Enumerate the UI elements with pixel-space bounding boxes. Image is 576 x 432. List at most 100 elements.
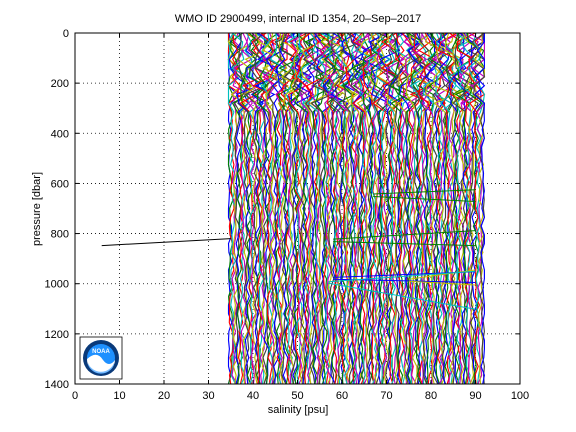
profile-line (386, 32, 408, 385)
profile-line (311, 32, 331, 385)
profile-line (453, 32, 473, 385)
profile-line (272, 32, 295, 385)
profile-line (314, 32, 335, 385)
x-tick-label: 30 (202, 390, 214, 402)
profile-line (470, 32, 485, 385)
profile-line (442, 32, 454, 385)
profile-line (468, 32, 486, 385)
profile-line (366, 32, 386, 385)
profile-line (287, 32, 303, 385)
profile-line (434, 32, 449, 385)
profile-line (389, 32, 409, 385)
profile-line (341, 32, 362, 385)
y-tick-label: 600 (51, 178, 69, 190)
profile-line (356, 32, 380, 385)
profile-line (227, 32, 246, 385)
outlier-line (101, 238, 231, 247)
x-axis-label: salinity [psu] (268, 404, 329, 416)
profile-line (466, 32, 486, 385)
outlier-line (333, 230, 476, 240)
outlier-line (373, 189, 476, 195)
profile-line (354, 32, 379, 385)
logo-wave (88, 363, 114, 374)
profile-line (399, 32, 420, 385)
y-tick-label: 400 (51, 128, 69, 140)
outlier-line (328, 270, 476, 283)
profile-line (409, 32, 433, 385)
profile-line (448, 32, 471, 385)
profile-line (240, 32, 259, 385)
y-tick-label: 1200 (45, 329, 69, 341)
profile-line (419, 32, 436, 385)
profile-line (470, 32, 486, 385)
y-tick-label: 1400 (45, 379, 69, 391)
x-tick-label: 80 (425, 390, 437, 402)
profile-line (352, 32, 375, 385)
noaa-logo: NOAA (79, 336, 123, 380)
profile-line (285, 32, 302, 385)
outlier-line (328, 282, 476, 310)
x-tick-label: 50 (291, 390, 303, 402)
y-tick-label: 800 (51, 229, 69, 241)
profile-line (293, 32, 313, 385)
logo-text: NOAA (92, 349, 110, 355)
profile-line (230, 32, 248, 385)
profile-line (350, 32, 368, 385)
x-tick-label: 40 (247, 390, 259, 402)
profile-line (261, 32, 275, 385)
profile-line (474, 33, 486, 385)
profile-line (305, 32, 325, 385)
outlier-line (373, 196, 476, 202)
profile-line (306, 32, 329, 385)
profile-line (288, 32, 308, 385)
y-axis-label: pressure [dbar] (31, 172, 43, 246)
profile-line (322, 32, 344, 385)
outlier-line (408, 269, 476, 280)
x-tick-label: 10 (113, 390, 125, 402)
chart-title: WMO ID 2900499, internal ID 1354, 20–Sep… (175, 13, 421, 25)
profile-line (231, 32, 250, 385)
profile-line (467, 32, 485, 385)
profile-line (380, 32, 401, 385)
profile-line (369, 32, 392, 385)
profile-line (369, 32, 391, 385)
profile-line (339, 32, 363, 384)
profile-line (310, 32, 334, 385)
profile-line (231, 32, 246, 385)
y-tick-label: 200 (51, 78, 69, 90)
profile-line (329, 32, 346, 385)
profile-line (248, 32, 270, 385)
profile-line (359, 32, 382, 385)
profile-line (261, 32, 287, 385)
outlier-line (408, 280, 476, 286)
profile-line (463, 33, 485, 385)
profile-line (395, 32, 415, 385)
profile-line (372, 32, 394, 385)
logo-water (86, 354, 115, 374)
profile-line (396, 32, 418, 385)
profile-line (256, 32, 279, 385)
ticks: 0 10 20 30 40 50 60 70 80 90 100020040060080010001… (45, 28, 530, 402)
profile-line (452, 32, 474, 385)
x-tick-label: 90 (469, 390, 481, 402)
profile-line (300, 32, 320, 385)
profile-line (338, 32, 359, 385)
outlier-lines (101, 189, 476, 310)
x-tick-label: 60 (336, 390, 348, 402)
y-tick-label: 0 (63, 28, 69, 40)
profile-line (243, 32, 266, 385)
profile-line (294, 32, 315, 385)
y-tick-label: 1000 (45, 279, 69, 291)
profile-line (409, 32, 433, 385)
profile-line (388, 32, 404, 385)
outlier-line (333, 241, 476, 247)
profile-line (420, 32, 444, 385)
profile-line (376, 32, 399, 385)
x-tick-label: 70 (380, 390, 392, 402)
x-tick-label: 100 (511, 390, 529, 402)
profile-line (300, 32, 323, 385)
profile-band (227, 32, 486, 385)
profile-line (423, 32, 441, 385)
